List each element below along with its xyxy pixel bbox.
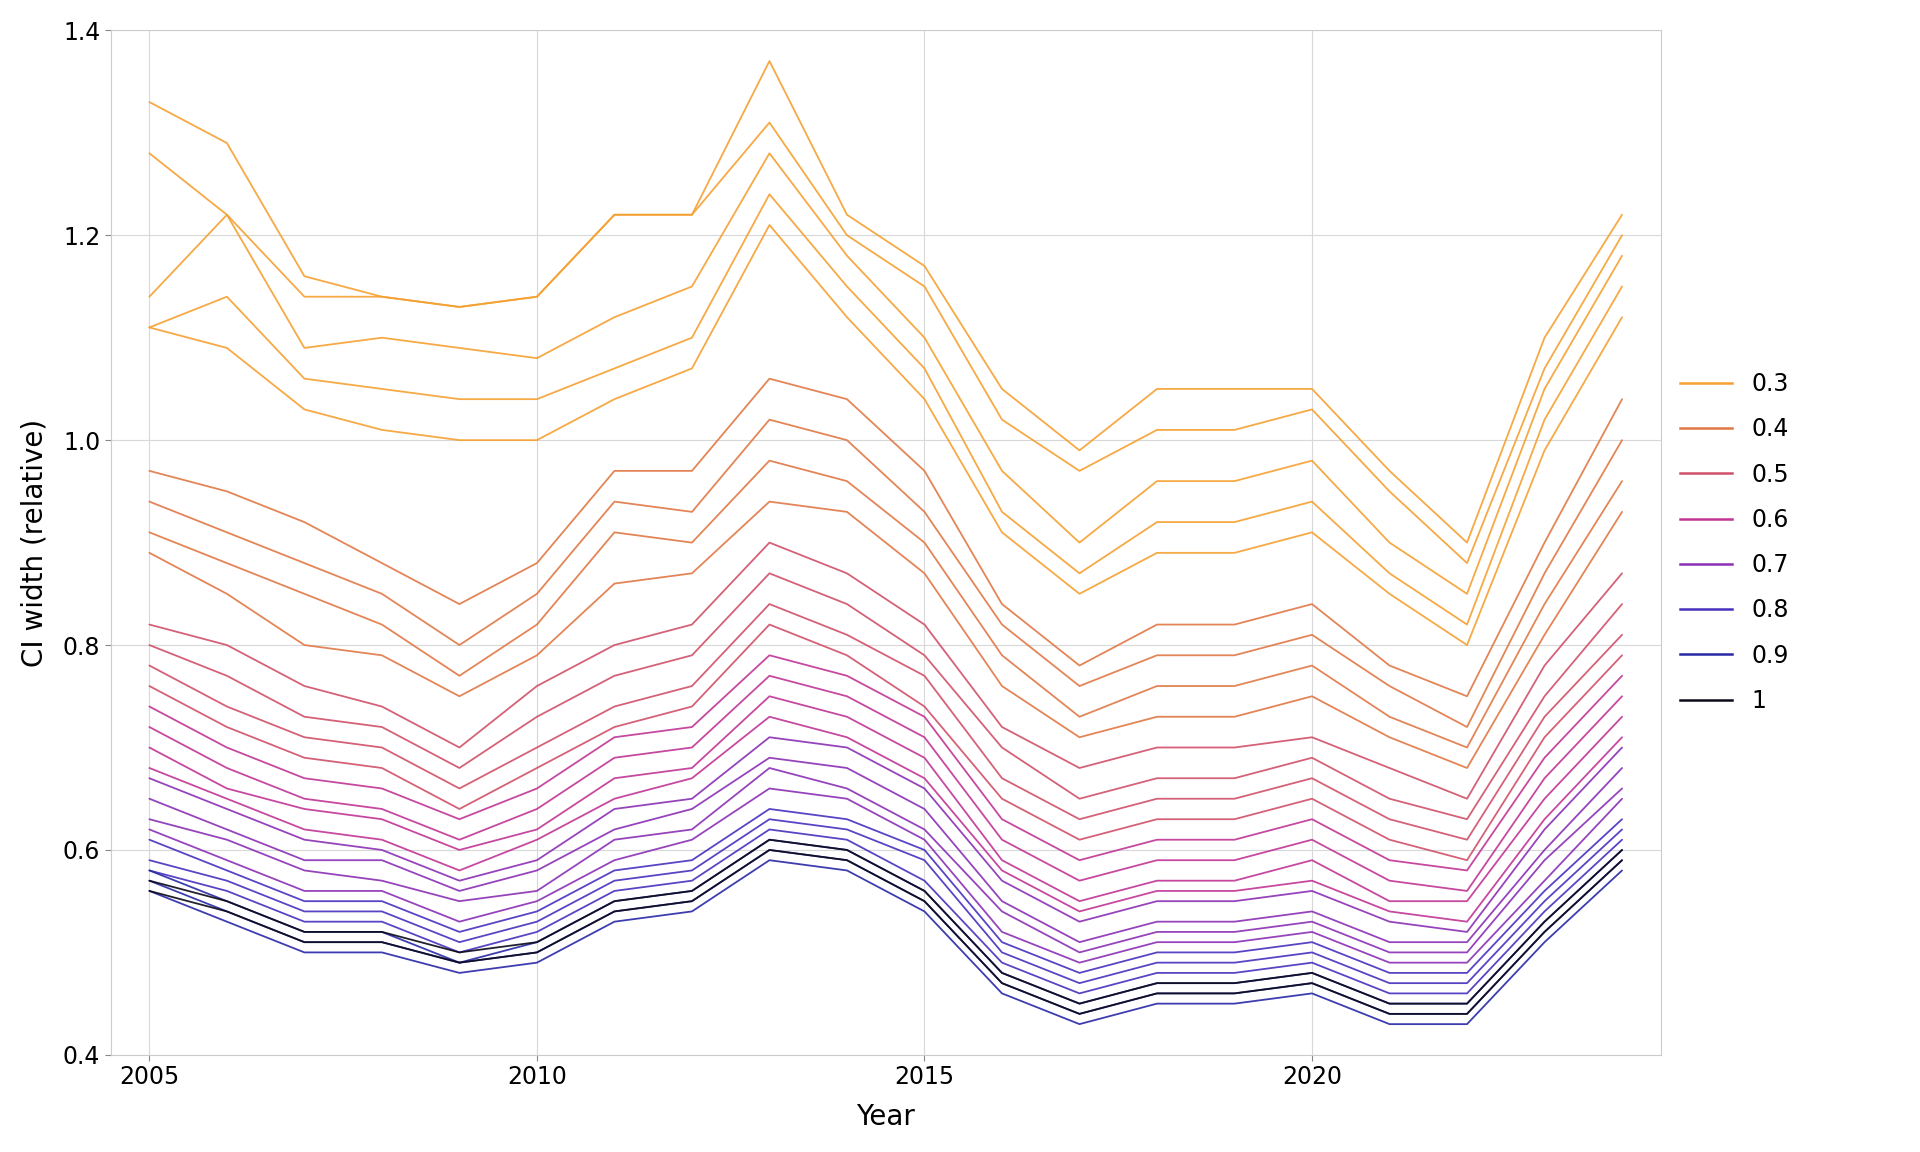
Legend: 0.3, 0.4, 0.5, 0.6, 0.7, 0.8, 0.9, 1: 0.3, 0.4, 0.5, 0.6, 0.7, 0.8, 0.9, 1 [1680,372,1789,713]
X-axis label: Year: Year [856,1104,916,1131]
Y-axis label: CI width (relative): CI width (relative) [21,418,48,667]
